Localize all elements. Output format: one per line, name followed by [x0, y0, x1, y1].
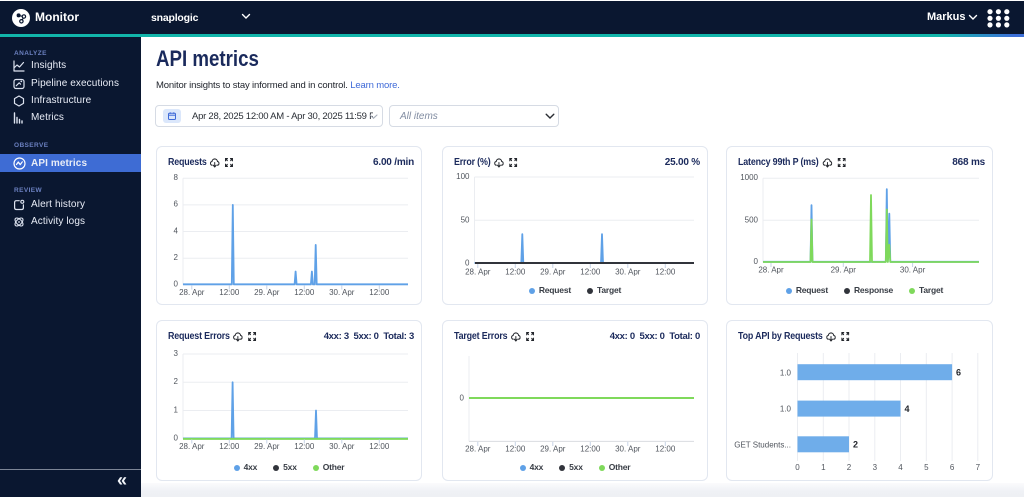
- svg-text:GET Students...: GET Students...: [734, 440, 791, 449]
- svg-text:1: 1: [174, 405, 179, 414]
- svg-text:8: 8: [174, 173, 179, 182]
- svg-text:28. Apr: 28. Apr: [465, 268, 491, 277]
- svg-text:0: 0: [465, 258, 470, 267]
- svg-text:4: 4: [898, 463, 903, 472]
- svg-text:30. Apr: 30. Apr: [900, 266, 926, 275]
- svg-text:12:00: 12:00: [219, 288, 240, 297]
- svg-text:12:00: 12:00: [655, 268, 676, 277]
- svg-text:12:00: 12:00: [655, 444, 676, 453]
- svg-text:1.0: 1.0: [780, 368, 792, 377]
- svg-text:0: 0: [460, 394, 465, 403]
- svg-text:29. Apr: 29. Apr: [540, 444, 566, 453]
- svg-text:30. Apr: 30. Apr: [329, 288, 355, 297]
- svg-text:500: 500: [745, 215, 759, 224]
- svg-text:2: 2: [174, 377, 179, 386]
- svg-text:0: 0: [754, 257, 759, 266]
- svg-text:12:00: 12:00: [580, 444, 601, 453]
- svg-text:28. Apr: 28. Apr: [179, 288, 205, 297]
- svg-text:100: 100: [456, 172, 470, 181]
- svg-text:30. Apr: 30. Apr: [615, 268, 641, 277]
- svg-text:30. Apr: 30. Apr: [615, 444, 641, 453]
- svg-text:28. Apr: 28. Apr: [179, 442, 205, 451]
- svg-text:7: 7: [976, 463, 981, 472]
- svg-text:2: 2: [847, 463, 852, 472]
- svg-text:5: 5: [924, 463, 929, 472]
- svg-text:2: 2: [174, 253, 179, 262]
- svg-text:3: 3: [873, 463, 878, 472]
- svg-text:28. Apr: 28. Apr: [758, 266, 784, 275]
- svg-text:0: 0: [795, 463, 800, 472]
- svg-text:12:00: 12:00: [294, 288, 315, 297]
- svg-text:29. Apr: 29. Apr: [540, 268, 566, 277]
- svg-text:30. Apr: 30. Apr: [329, 442, 355, 451]
- svg-text:4: 4: [174, 226, 179, 235]
- svg-text:0: 0: [174, 280, 179, 289]
- svg-text:12:00: 12:00: [369, 442, 390, 451]
- svg-text:28. Apr: 28. Apr: [465, 444, 491, 453]
- svg-text:3: 3: [174, 349, 179, 358]
- svg-text:12:00: 12:00: [219, 442, 240, 451]
- svg-text:1000: 1000: [740, 173, 758, 182]
- svg-text:0: 0: [174, 434, 179, 443]
- svg-text:12:00: 12:00: [505, 268, 526, 277]
- svg-text:6: 6: [950, 463, 955, 472]
- svg-text:29. Apr: 29. Apr: [831, 266, 857, 275]
- svg-text:6: 6: [174, 200, 179, 209]
- svg-text:12:00: 12:00: [294, 442, 315, 451]
- svg-text:2: 2: [853, 440, 858, 450]
- svg-text:1.0: 1.0: [780, 405, 792, 414]
- svg-text:1: 1: [821, 463, 826, 472]
- svg-text:12:00: 12:00: [580, 268, 601, 277]
- svg-text:12:00: 12:00: [505, 444, 526, 453]
- svg-text:29. Apr: 29. Apr: [254, 288, 280, 297]
- svg-text:4: 4: [905, 404, 910, 414]
- svg-text:50: 50: [461, 215, 470, 224]
- svg-text:6: 6: [956, 368, 961, 378]
- svg-text:12:00: 12:00: [369, 288, 390, 297]
- svg-text:29. Apr: 29. Apr: [254, 442, 280, 451]
